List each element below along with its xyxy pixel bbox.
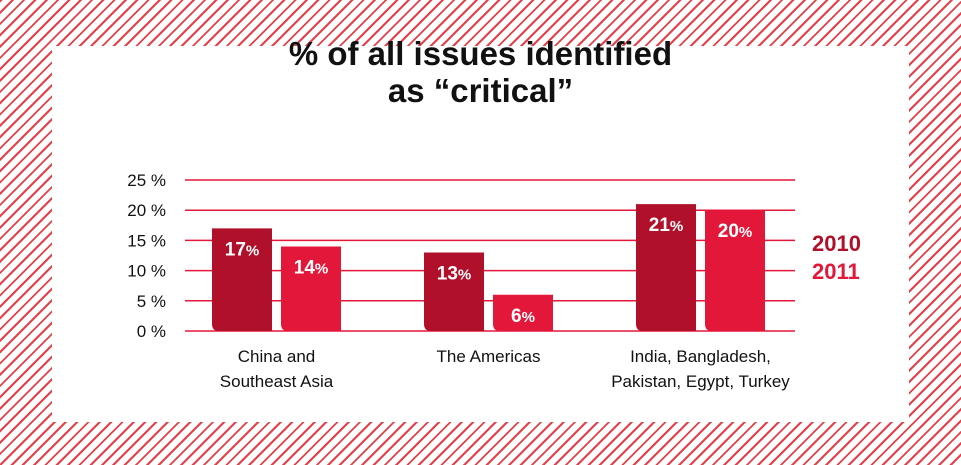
bar-value-label: 17% <box>225 239 259 260</box>
bar <box>281 246 341 331</box>
chart-panel <box>52 46 909 422</box>
bar-value-label: 6% <box>511 306 535 327</box>
x-category-label: The Americas <box>437 347 541 366</box>
bar-value-label: 21% <box>649 215 683 236</box>
y-tick-label: 5 % <box>137 292 166 311</box>
y-tick-label: 25 % <box>127 171 166 190</box>
legend-item: 2010 <box>812 231 861 256</box>
chart-title: % of all issues identified as “critical” <box>0 35 961 109</box>
x-category-label: China and Southeast Asia <box>220 347 334 391</box>
chart-title-line-2: as “critical” <box>387 72 574 109</box>
bar <box>212 228 272 331</box>
x-category-label: India, Bangladesh, Pakistan, Egypt, Turke… <box>611 347 790 391</box>
y-tick-label: 20 % <box>127 201 166 220</box>
y-tick-label: 0 % <box>137 322 166 341</box>
bar-value-label: 13% <box>437 263 471 284</box>
bar <box>636 204 696 331</box>
bar <box>493 294 553 331</box>
bar-value-label: 20% <box>718 221 752 242</box>
y-tick-label: 15 % <box>127 231 166 250</box>
bar <box>424 252 484 331</box>
bar <box>705 210 765 331</box>
y-tick-label: 10 % <box>127 262 166 281</box>
legend-item: 2011 <box>812 259 860 284</box>
chart-title-line-1: % of all issues identified <box>288 35 673 72</box>
bar-value-label: 14% <box>294 257 328 278</box>
